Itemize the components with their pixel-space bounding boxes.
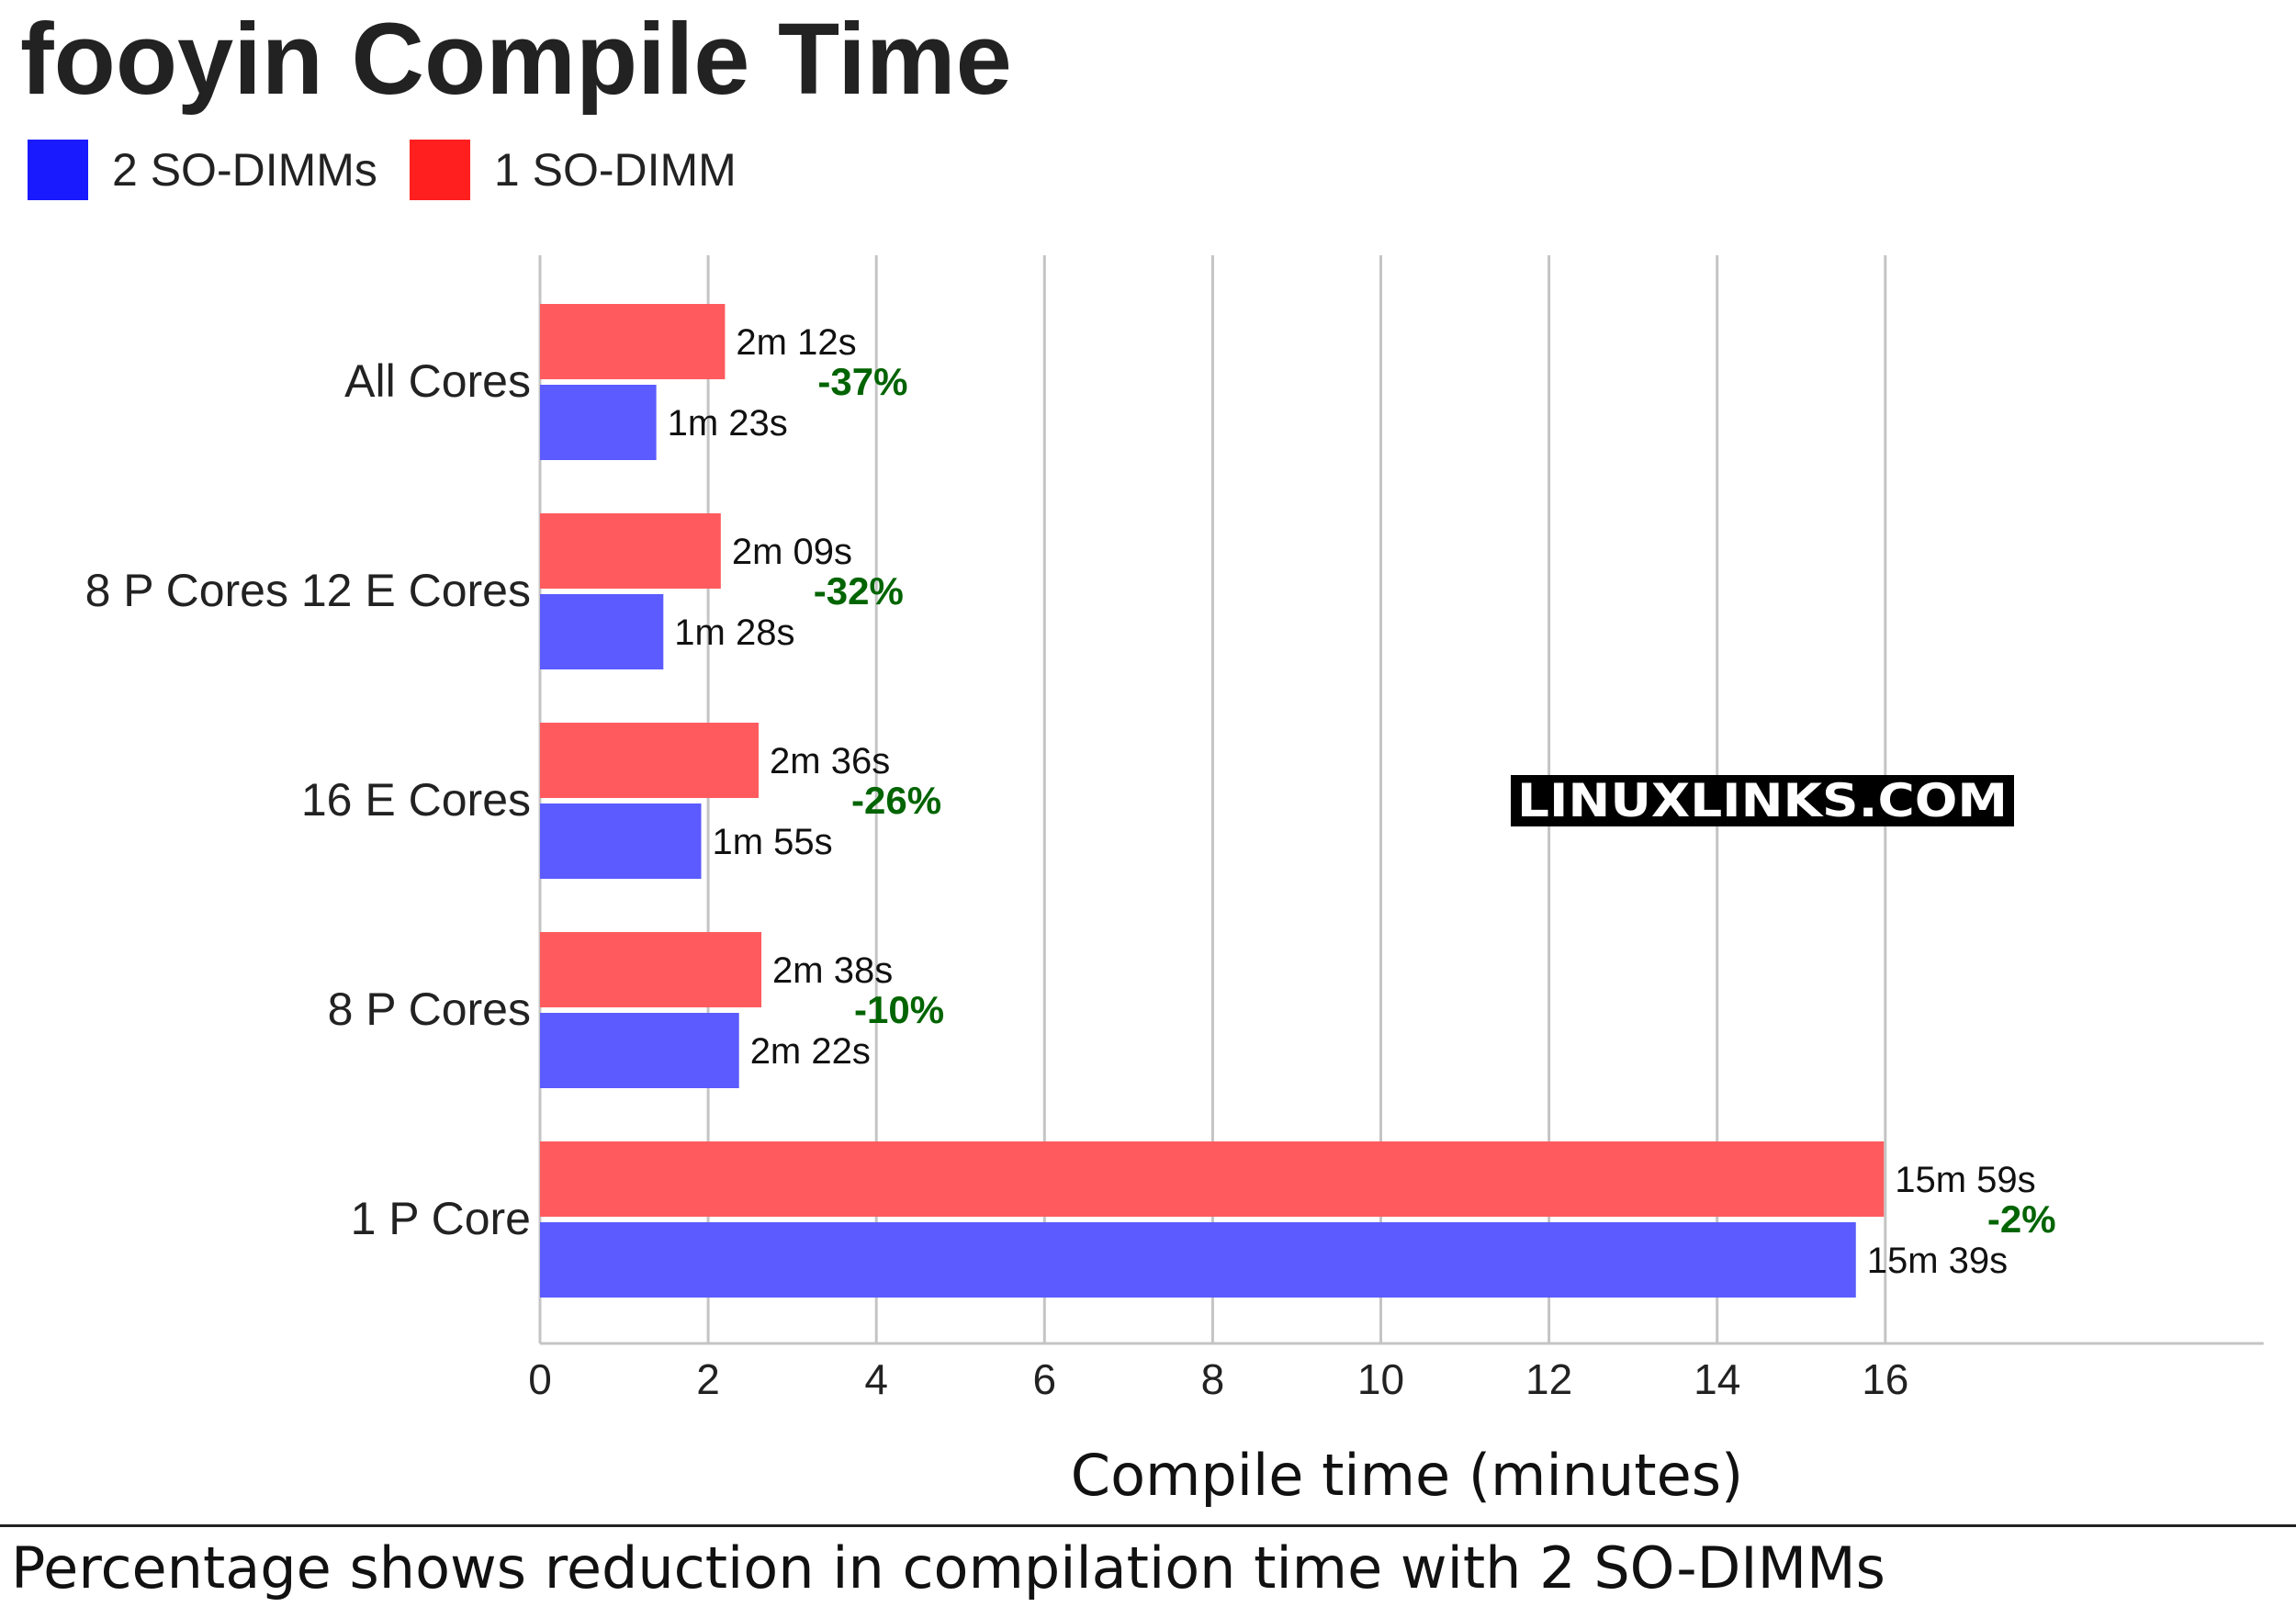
watermark: LINUXLINKS.COM (1517, 774, 2008, 827)
percent-annotation-2: -26% (851, 779, 941, 822)
data-label-1-sodimm-4: 15m 59s (1895, 1160, 2035, 1200)
x-tick-label-6: 6 (1033, 1355, 1057, 1403)
bar-2-sodimms-4 (540, 1222, 1856, 1298)
x-tick-label-0: 0 (528, 1355, 552, 1403)
data-label-1-sodimm-3: 2m 38s (772, 950, 893, 991)
x-tick-label-2: 2 (696, 1355, 720, 1403)
legend-label-2-sodimms: 2 SO-DIMMs (112, 144, 377, 196)
watermark-background (1511, 775, 2014, 826)
x-tick-label-14: 14 (1694, 1355, 1740, 1403)
bar-chart: 0 2 4 6 8 10 12 14 16 Compile time (minutes) All C… (85, 255, 2264, 1509)
data-label-2-sodimms-2: 1m 55s (713, 822, 833, 862)
x-tick-label-10: 10 (1357, 1355, 1404, 1403)
bar-2-sodimms-3 (540, 1013, 739, 1088)
legend: 2 SO-DIMMs 1 SO-DIMM (28, 138, 769, 202)
percent-annotation-1: -32% (814, 569, 904, 612)
legend-swatch-2-sodimms (28, 140, 88, 200)
legend-item-2-sodimms: 2 SO-DIMMs (28, 140, 377, 200)
category-label-0: All Cores (344, 355, 531, 407)
data-label-2-sodimms-3: 2m 22s (750, 1031, 871, 1072)
x-tick-label-4: 4 (864, 1355, 888, 1403)
bar-2-sodimms-1 (540, 594, 664, 669)
legend-label-1-sodimm: 1 SO-DIMM (493, 144, 737, 196)
legend-item-1-sodimm: 1 SO-DIMM (409, 140, 737, 200)
category-label-4: 1 P Core (351, 1193, 531, 1244)
data-label-1-sodimm-0: 2m 12s (736, 322, 856, 363)
data-label-2-sodimms-1: 1m 28s (674, 612, 794, 653)
percent-annotation-3: -10% (854, 988, 944, 1031)
x-tick-label-16: 16 (1862, 1355, 1908, 1403)
bar-1-sodimm-3 (540, 932, 762, 1007)
x-axis-title: Compile time (minutes) (1071, 1442, 1743, 1509)
data-label-1-sodimm-1: 2m 09s (732, 532, 852, 572)
chart-title: fooyin Compile Time (20, 3, 1012, 116)
percent-annotation-0: -37% (817, 360, 907, 403)
category-label-3: 8 P Cores (328, 983, 531, 1035)
bar-1-sodimm-1 (540, 513, 721, 589)
footnote: Percentage shows reduction in compilatio… (11, 1534, 1885, 1601)
data-label-1-sodimm-2: 2m 36s (770, 741, 890, 781)
data-label-2-sodimms-4: 15m 39s (1867, 1241, 2008, 1281)
bar-1-sodimm-2 (540, 723, 760, 798)
footer-divider (0, 1524, 2296, 1527)
percent-annotation-4: -2% (1987, 1197, 2056, 1241)
legend-swatch-1-sodimm (409, 140, 470, 200)
data-label-2-sodimms-0: 1m 23s (668, 403, 788, 444)
bar-1-sodimm-4 (540, 1141, 1885, 1217)
category-label-1: 8 P Cores 12 E Cores (85, 565, 531, 616)
x-tick-label-8: 8 (1201, 1355, 1225, 1403)
bar-1-sodimm-0 (540, 304, 726, 379)
bar-2-sodimms-2 (540, 804, 702, 879)
x-tick-label-12: 12 (1525, 1355, 1572, 1403)
category-label-2: 16 E Cores (301, 774, 531, 826)
bar-2-sodimms-0 (540, 385, 657, 460)
